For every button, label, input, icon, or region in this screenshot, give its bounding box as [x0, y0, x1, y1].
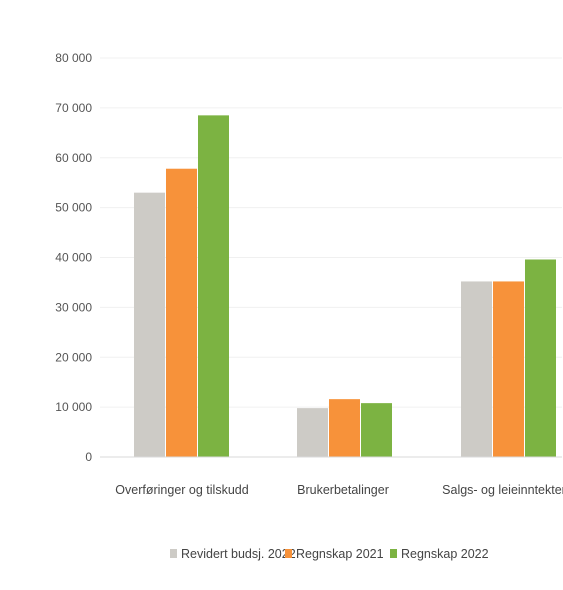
legend-item: Regnskap 2021 [285, 547, 384, 561]
legend-swatch [170, 549, 177, 558]
y-tick-label: 40 000 [55, 251, 92, 265]
legend-item: Revidert budsj. 2022 [170, 547, 296, 561]
legend-label: Regnskap 2021 [296, 547, 384, 561]
bar-1-2 [297, 408, 328, 457]
y-tick-label: 70 000 [55, 101, 92, 115]
category-labels: Overføringer og tilskudd Brukerbetalinger… [115, 483, 563, 497]
bar-1-3 [461, 281, 492, 457]
legend: Revidert budsj. 2022 Regnskap 2021 Regnska… [170, 547, 489, 561]
legend-label: Regnskap 2022 [401, 547, 489, 561]
category-label: Overføringer og tilskudd [115, 483, 248, 497]
y-tick-label: 80 000 [55, 51, 92, 65]
bar-3-2 [361, 403, 392, 457]
y-tick-label: 50 000 [55, 201, 92, 215]
bar-3-3 [525, 259, 556, 457]
y-tick-label: 0 [85, 450, 92, 464]
legend-label: Revidert budsj. 2022 [181, 547, 296, 561]
category-label: Salgs- og leieinntekter [442, 483, 563, 497]
legend-swatch [390, 549, 397, 558]
y-tick-label: 20 000 [55, 350, 92, 364]
bars [134, 115, 556, 457]
bar-3-1 [198, 115, 229, 457]
category-label: Brukerbetalinger [297, 483, 389, 497]
y-tick-label: 10 000 [55, 400, 92, 414]
y-tick-label: 30 000 [55, 300, 92, 314]
y-axis-ticks: 0 10 000 20 000 30 000 40 000 50 000 60 000 70 … [55, 51, 92, 464]
bar-2-2 [329, 399, 360, 457]
bar-2-1 [166, 169, 197, 457]
bar-2-3 [493, 281, 524, 457]
legend-item: Regnskap 2022 [390, 547, 489, 561]
bar-1-1 [134, 193, 165, 457]
y-tick-label: 60 000 [55, 151, 92, 165]
legend-swatch [285, 549, 292, 558]
